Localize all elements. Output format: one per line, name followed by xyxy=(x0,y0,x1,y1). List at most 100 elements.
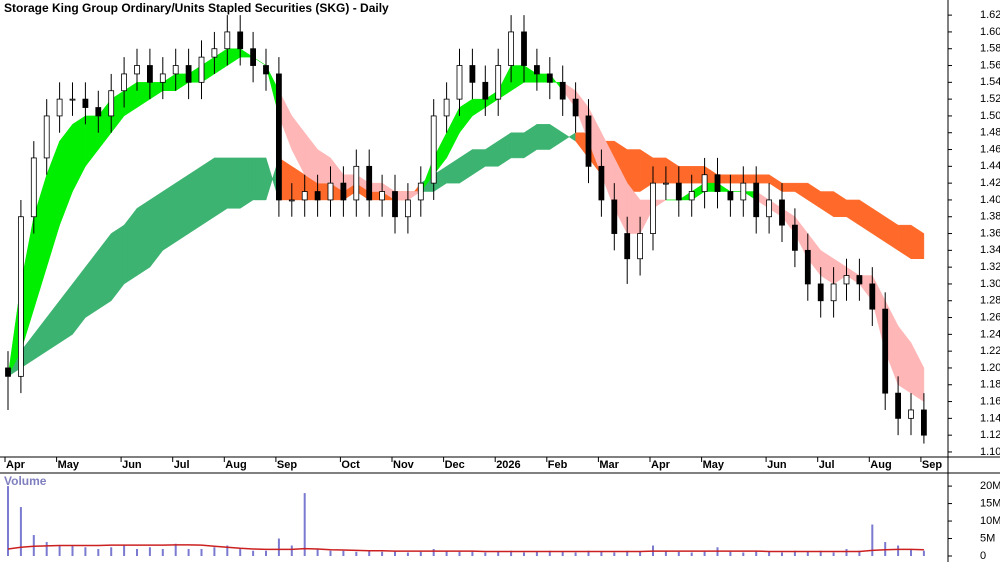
ribbon-segment xyxy=(910,224,925,259)
y-tick-label: 1.50 xyxy=(980,110,1000,122)
y-tick-label: 1.48 xyxy=(980,127,1000,139)
volume-bar xyxy=(394,550,396,556)
candle-body xyxy=(856,275,863,285)
y-tick-label: 10M xyxy=(980,515,1000,527)
volume-bar xyxy=(910,549,912,556)
candle-body xyxy=(353,165,360,201)
y-tick-label: 1.12 xyxy=(980,429,1000,441)
volume-bar xyxy=(806,551,809,556)
candle-body xyxy=(430,115,437,184)
volume-bar xyxy=(252,550,255,556)
volume-bar xyxy=(110,547,113,556)
volume-bar xyxy=(226,545,229,556)
volume-bar xyxy=(19,507,22,556)
volume-bar xyxy=(781,552,783,556)
candle-body xyxy=(159,73,166,83)
y-tick-label: 1.46 xyxy=(980,143,1000,155)
candle-body xyxy=(740,182,747,201)
volume-bar xyxy=(136,549,138,556)
candle-body xyxy=(95,107,102,117)
x-tick-label: Jul xyxy=(819,459,835,471)
ribbon-segment xyxy=(227,157,241,209)
volume-bar xyxy=(239,549,242,556)
candle-body xyxy=(585,115,592,167)
y-tick-label: 0 xyxy=(980,550,986,562)
volume-bar xyxy=(832,552,835,556)
volume-bar xyxy=(523,552,525,556)
candle-body xyxy=(817,283,824,302)
ribbon-segment xyxy=(910,342,925,403)
candle-body xyxy=(146,65,153,83)
y-tick-label: 1.24 xyxy=(980,328,1000,340)
candle-body xyxy=(237,31,244,50)
volume-bar xyxy=(729,551,732,556)
y-tick-label: 1.44 xyxy=(980,160,1000,172)
ribbon-segment xyxy=(214,157,228,218)
volume-bar xyxy=(574,552,577,556)
ribbon-segment xyxy=(175,174,189,243)
chart-title: Storage King Group Ordinary/Units Staple… xyxy=(4,1,389,15)
volume-bar xyxy=(342,550,345,556)
y-tick-label: 1.22 xyxy=(980,345,1000,357)
candle-body xyxy=(843,275,850,285)
candle-body xyxy=(82,98,89,108)
candle-body xyxy=(43,115,50,159)
candle-body xyxy=(469,65,476,83)
volume-bar xyxy=(858,550,861,556)
volume-average-line xyxy=(7,544,924,553)
candle-body xyxy=(198,56,205,83)
volume-bar xyxy=(768,551,771,556)
y-tick-label: 1.28 xyxy=(980,295,1000,307)
y-tick-label: 1.42 xyxy=(980,177,1000,189)
candle-body xyxy=(830,283,837,302)
volume-bar xyxy=(303,493,306,556)
volume-bar xyxy=(381,551,384,556)
candle-body xyxy=(534,65,540,75)
volume-bar xyxy=(45,542,48,556)
volume-bar xyxy=(97,549,100,556)
candle-body xyxy=(624,233,631,260)
volume-bar xyxy=(58,545,61,556)
ribbon-segment xyxy=(755,174,770,184)
candle-body xyxy=(456,65,463,100)
volume-bar xyxy=(922,550,925,556)
candle-body xyxy=(30,157,37,218)
volume-bar xyxy=(587,550,590,556)
volume-bar xyxy=(161,549,164,556)
candle-body xyxy=(56,98,63,117)
candle-body xyxy=(17,216,24,377)
y-tick-label: 1.34 xyxy=(980,244,1000,256)
y-tick-label: 1.54 xyxy=(980,76,1000,88)
candle-body xyxy=(172,65,179,75)
volume-bar xyxy=(290,545,293,556)
candle-body xyxy=(417,182,424,201)
candle-body xyxy=(598,165,605,201)
volume-bar xyxy=(368,550,371,556)
volume-bar xyxy=(148,547,151,556)
volume-bar xyxy=(639,551,642,556)
candle-body xyxy=(753,182,760,218)
y-tick-label: 1.40 xyxy=(980,194,1000,206)
ribbon-segment xyxy=(252,157,267,201)
candle-body xyxy=(895,392,901,419)
volume-bar xyxy=(561,551,564,556)
candle-body xyxy=(5,367,11,377)
candle-body xyxy=(637,233,643,260)
x-tick-label: Mar xyxy=(599,459,619,471)
x-tick-label: May xyxy=(58,459,80,471)
candle-body xyxy=(482,81,489,100)
candle-body xyxy=(340,182,347,201)
y-tick-label: 1.26 xyxy=(980,311,1000,323)
y-tick-label: 1.60 xyxy=(980,26,1000,38)
x-tick-label: Nov xyxy=(393,459,415,471)
candle-body xyxy=(804,249,811,285)
volume-bar xyxy=(600,551,603,556)
volume-bar xyxy=(458,551,461,556)
y-tick-label: 1.30 xyxy=(980,278,1000,290)
volume-bar xyxy=(277,538,280,556)
x-tick-label: May xyxy=(703,459,725,471)
ribbon-segment xyxy=(743,174,757,184)
volume-bar xyxy=(793,550,796,556)
ribbon-segment xyxy=(536,124,551,150)
